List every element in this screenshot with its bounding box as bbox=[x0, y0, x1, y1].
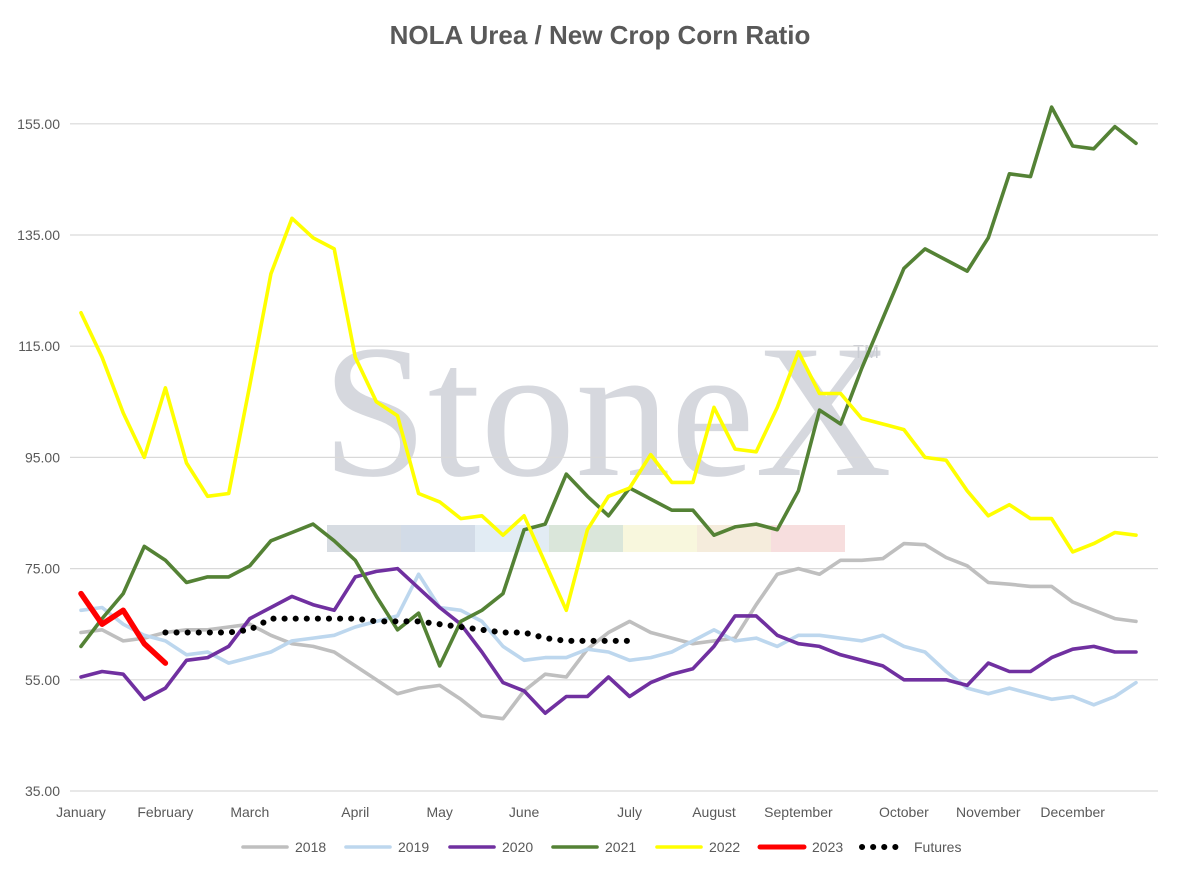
series-line-2019 bbox=[79, 572, 1138, 707]
x-tick-label: May bbox=[426, 804, 452, 820]
y-tick-label: 95.00 bbox=[25, 449, 60, 465]
series-lines bbox=[78, 105, 1138, 721]
legend: 2018 2019 2020 2021 2022 2023 Futures bbox=[241, 839, 961, 855]
gridlines bbox=[70, 123, 1158, 792]
x-tick-label: August bbox=[692, 804, 736, 820]
watermark-color-band bbox=[327, 525, 401, 552]
x-tick-label: June bbox=[509, 804, 540, 820]
x-axis-month-labels: January February March April May June July Augu… bbox=[56, 804, 1105, 820]
x-tick-label: July bbox=[617, 804, 642, 820]
y-tick-label: 155.00 bbox=[17, 116, 60, 132]
y-tick-label: 35.00 bbox=[25, 783, 60, 799]
series-line-2022 bbox=[79, 216, 1138, 613]
x-tick-label: November bbox=[956, 804, 1021, 820]
watermark-color-band bbox=[771, 525, 845, 552]
legend-label-2021: 2021 bbox=[605, 839, 636, 855]
x-tick-label: April bbox=[341, 804, 369, 820]
chart-title: NOLA Urea / New Crop Corn Ratio bbox=[390, 20, 811, 50]
series-line-futures bbox=[162, 615, 633, 644]
y-tick-label: 135.00 bbox=[17, 227, 60, 243]
y-tick-label: 75.00 bbox=[25, 561, 60, 577]
legend-label-2023: 2023 bbox=[812, 839, 843, 855]
y-axis-tick-labels: 35.00 55.00 75.00 95.00 115.00 135.00 155.00 bbox=[17, 116, 60, 799]
x-tick-label: January bbox=[56, 804, 106, 820]
watermark-color-band bbox=[623, 525, 697, 552]
watermark-logo: StoneX bbox=[322, 307, 892, 517]
y-tick-label: 115.00 bbox=[18, 338, 60, 354]
legend-label-2019: 2019 bbox=[398, 839, 429, 855]
series-line-2018 bbox=[79, 541, 1138, 721]
series-line-2020 bbox=[79, 566, 1138, 716]
x-tick-label: September bbox=[764, 804, 833, 820]
series-line-2023 bbox=[78, 590, 169, 666]
series-line-2021 bbox=[79, 105, 1138, 668]
watermark-color-band bbox=[401, 525, 475, 552]
y-tick-label: 55.00 bbox=[25, 672, 60, 688]
x-tick-label: October bbox=[879, 804, 929, 820]
legend-label-2018: 2018 bbox=[295, 839, 326, 855]
legend-label-2020: 2020 bbox=[502, 839, 533, 855]
x-tick-label: December bbox=[1040, 804, 1105, 820]
x-tick-label: February bbox=[137, 804, 193, 820]
legend-label-2022: 2022 bbox=[709, 839, 740, 855]
legend-label-futures: Futures bbox=[914, 839, 961, 855]
x-tick-label: March bbox=[230, 804, 269, 820]
